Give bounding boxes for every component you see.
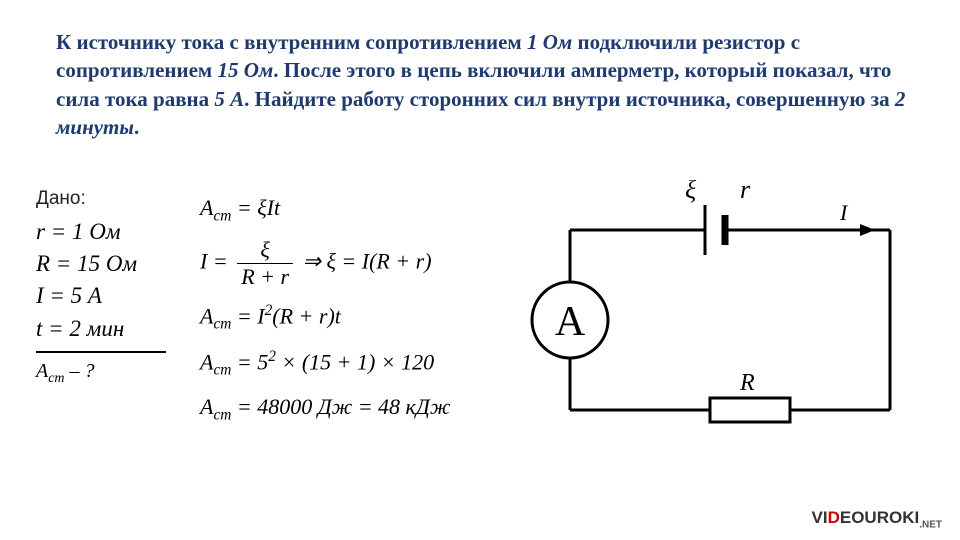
eq1: Aст = ξIt bbox=[200, 195, 520, 225]
label-r: r bbox=[740, 180, 751, 204]
given-block: Дано: r = 1 Ом R = 15 Ом I = 5 А t = 2 м… bbox=[36, 188, 186, 388]
label-A: A bbox=[555, 299, 586, 345]
wm-part4: .NET bbox=[919, 519, 942, 530]
given-t: t = 2 мин bbox=[36, 313, 186, 345]
given-divider bbox=[36, 351, 166, 353]
wm-part1: VI bbox=[812, 508, 828, 527]
txt3: . Найдите работу сторонних сил внутри ис… bbox=[244, 87, 895, 111]
eq2-frac: ξ R + r bbox=[237, 239, 293, 288]
given-R: R = 15 Ом bbox=[36, 248, 186, 280]
txt0: К источнику тока с внутренним сопротивле… bbox=[56, 30, 527, 54]
val-I-inline: 5 А bbox=[214, 87, 244, 111]
watermark: VIDEOUROKI.NET bbox=[812, 508, 942, 530]
solution-block: Aст = ξIt I = ξ R + r ⇒ ξ = I(R + r) Aст… bbox=[200, 195, 520, 438]
eq2-num: ξ bbox=[237, 239, 293, 264]
circuit-diagram: ξ r I R A bbox=[530, 180, 930, 460]
problem-statement: К источнику тока с внутренним сопротивле… bbox=[56, 28, 906, 141]
val-r-inline: 1 Ом bbox=[527, 30, 572, 54]
given-title: Дано: bbox=[36, 188, 186, 210]
wm-part2: D bbox=[828, 508, 840, 527]
label-I: I bbox=[839, 200, 849, 225]
eq3: Aст = I2(R + r)t bbox=[200, 302, 520, 334]
label-R: R bbox=[739, 370, 755, 396]
eq4: Aст = 52 × (15 + 1) × 120 bbox=[200, 348, 520, 380]
val-R-inline: 15 Ом bbox=[217, 58, 273, 82]
given-r: r = 1 Ом bbox=[36, 216, 186, 248]
wm-part3: EOUROKI bbox=[840, 508, 919, 527]
eq5: Aст = 48000 Дж = 48 кДж bbox=[200, 394, 520, 424]
given-ask: Aст – ? bbox=[36, 357, 186, 389]
given-I: I = 5 А bbox=[36, 280, 186, 312]
label-emf: ξ bbox=[685, 180, 697, 204]
eq2-after: ⇒ ξ = I(R + r) bbox=[303, 249, 432, 274]
eq2: I = ξ R + r ⇒ ξ = I(R + r) bbox=[200, 239, 520, 288]
eq2-lhs: I bbox=[200, 249, 207, 274]
txt4: . bbox=[134, 115, 139, 139]
eq2-den: R + r bbox=[237, 264, 293, 288]
